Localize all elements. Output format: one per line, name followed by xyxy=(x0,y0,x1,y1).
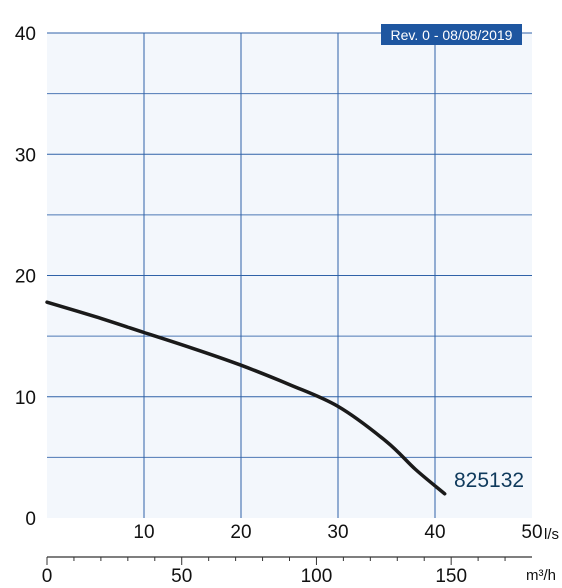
x2-tick-label: 0 xyxy=(42,566,53,587)
x-axis-ticks: 10 20 30 40 50 xyxy=(133,522,542,543)
secondary-x-axis: 0 50 100 150 xyxy=(42,556,532,587)
y-tick-label: 30 xyxy=(15,145,36,166)
x-tick-label: 10 xyxy=(133,522,154,543)
series-label: 825132 xyxy=(454,469,524,492)
revision-badge: Rev. 0 - 08/08/2019 xyxy=(381,24,522,45)
grid-lines xyxy=(47,32,532,518)
revision-badge-background xyxy=(381,24,522,45)
x2-axis-unit: m³/h xyxy=(526,567,556,584)
revision-badge-text: Rev. 0 - 08/08/2019 xyxy=(391,27,513,43)
x2-tick-label: 150 xyxy=(435,566,467,587)
y-tick-label: 0 xyxy=(25,509,36,530)
x-tick-label: 40 xyxy=(424,522,445,543)
x2-tick-label: 50 xyxy=(171,566,192,587)
x-tick-label: 30 xyxy=(327,522,348,543)
x-tick-label: 20 xyxy=(230,522,251,543)
y-tick-label: 10 xyxy=(15,388,36,409)
y-tick-label: 40 xyxy=(15,24,36,45)
x2-tick-label: 100 xyxy=(301,566,333,587)
y-axis-ticks: 0 10 20 30 40 xyxy=(15,24,36,530)
x-tick-label: 50 xyxy=(521,522,542,543)
series-line-825132 xyxy=(45,300,447,496)
y-tick-label: 20 xyxy=(15,267,36,288)
x-axis-unit: l/s xyxy=(544,526,559,543)
